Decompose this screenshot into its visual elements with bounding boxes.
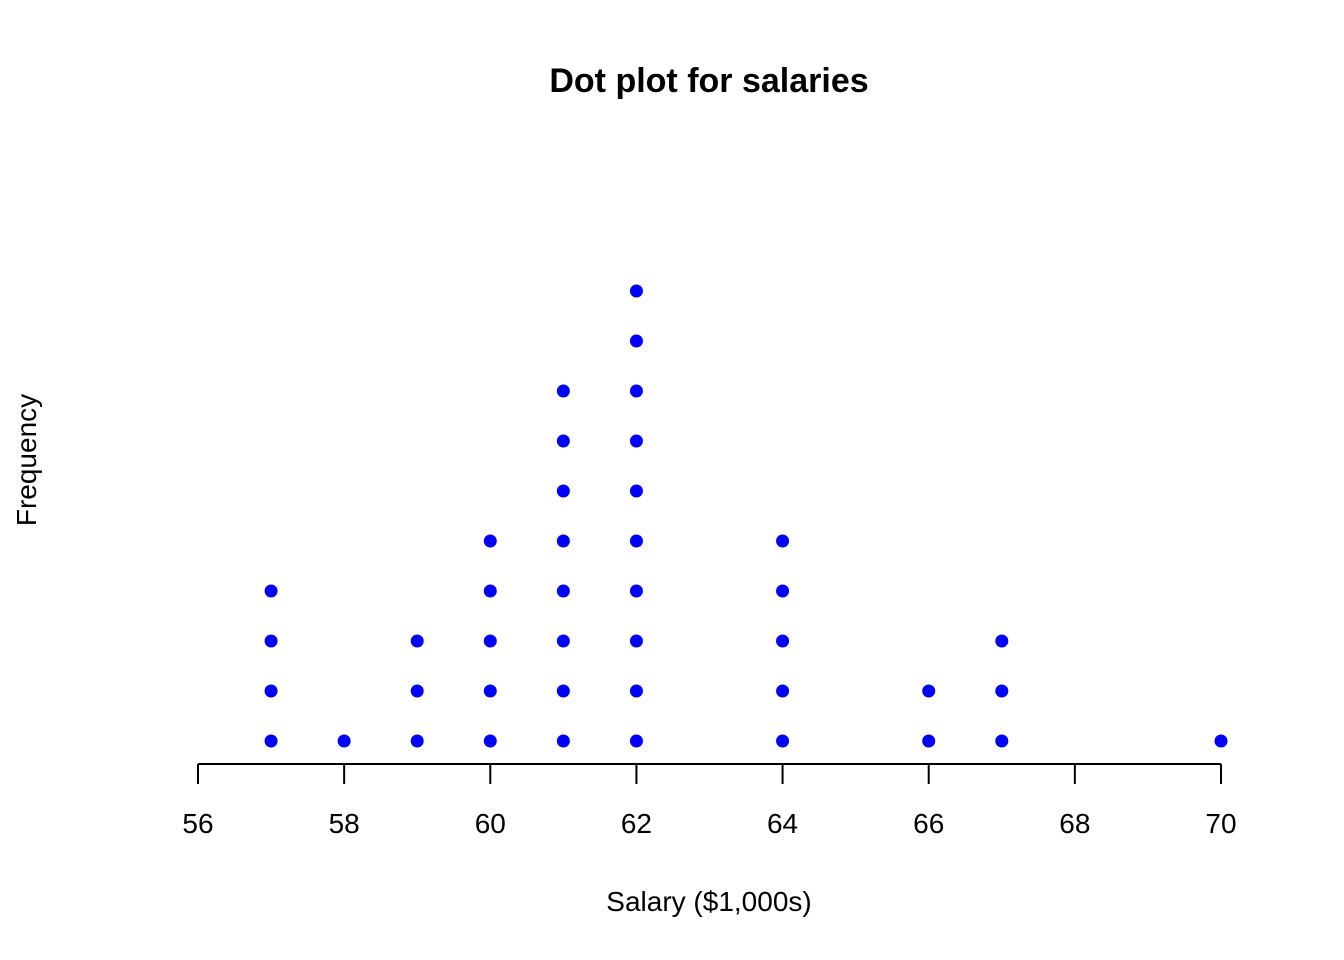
- data-dot: [922, 684, 936, 698]
- data-dot: [629, 634, 643, 648]
- data-dot: [776, 634, 790, 648]
- data-dot: [483, 634, 497, 648]
- data-dot: [556, 484, 570, 498]
- data-dot: [629, 534, 643, 548]
- x-axis-label: Salary ($1,000s): [606, 886, 811, 917]
- x-axis: 56 58 60 62 64 66 68 70: [182, 763, 1237, 839]
- data-dot: [922, 734, 936, 748]
- data-dot: [556, 634, 570, 648]
- data-dot: [556, 434, 570, 448]
- x-tick-label: 64: [767, 808, 798, 839]
- data-dot: [629, 434, 643, 448]
- data-dot: [629, 484, 643, 498]
- data-dot: [410, 684, 424, 698]
- y-axis-label: Frequency: [11, 394, 42, 526]
- data-dot: [776, 534, 790, 548]
- dot-series: [264, 284, 1228, 748]
- chart-title: Dot plot for salaries: [549, 62, 868, 100]
- data-dot: [556, 684, 570, 698]
- x-tick-label: 62: [621, 808, 652, 839]
- data-dot: [995, 634, 1009, 648]
- data-dot: [264, 684, 278, 698]
- data-dot: [410, 734, 424, 748]
- data-dot: [629, 334, 643, 348]
- data-dot: [1214, 734, 1228, 748]
- data-dot: [337, 734, 351, 748]
- data-dot: [629, 684, 643, 698]
- x-tick-label: 68: [1059, 808, 1090, 839]
- x-tick-label: 58: [329, 808, 360, 839]
- data-dot: [483, 534, 497, 548]
- data-dot: [264, 634, 278, 648]
- data-dot: [995, 734, 1009, 748]
- x-tick-label: 70: [1205, 808, 1236, 839]
- data-dot: [483, 584, 497, 598]
- data-dot: [629, 584, 643, 598]
- data-dot: [556, 384, 570, 398]
- data-dot: [264, 584, 278, 598]
- data-dot: [776, 734, 790, 748]
- data-dot: [776, 584, 790, 598]
- data-dot: [556, 734, 570, 748]
- data-dot: [629, 384, 643, 398]
- data-dot: [483, 684, 497, 698]
- data-dot: [776, 684, 790, 698]
- data-dot: [264, 734, 278, 748]
- x-axis-ticks: 56 58 60 62 64 66 68 70: [182, 764, 1237, 839]
- data-dot: [483, 734, 497, 748]
- data-dot: [629, 284, 643, 298]
- x-tick-label: 56: [182, 808, 213, 839]
- x-tick-label: 60: [475, 808, 506, 839]
- data-dot: [556, 534, 570, 548]
- data-dot: [410, 634, 424, 648]
- x-tick-label: 66: [913, 808, 944, 839]
- data-dot: [629, 734, 643, 748]
- data-dot: [995, 684, 1009, 698]
- data-dot: [556, 584, 570, 598]
